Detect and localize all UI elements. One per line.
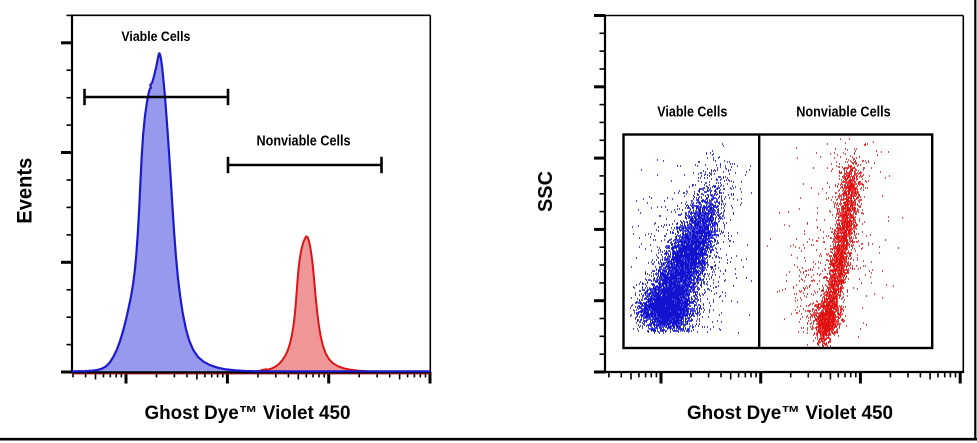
- svg-text:Ghost Dye™ Violet 450: Ghost Dye™ Violet 450: [145, 403, 351, 424]
- svg-text:Nonviable Cells: Nonviable Cells: [257, 134, 351, 150]
- svg-text:Events: Events: [12, 158, 36, 224]
- svg-text:Viable Cells: Viable Cells: [121, 28, 190, 44]
- svg-text:Nonviable Cells: Nonviable Cells: [796, 105, 891, 121]
- svg-text:Viable Cells: Viable Cells: [657, 105, 727, 121]
- svg-text:Ghost Dye™ Violet 450: Ghost Dye™ Violet 450: [687, 403, 893, 424]
- svg-text:SSC: SSC: [534, 171, 557, 212]
